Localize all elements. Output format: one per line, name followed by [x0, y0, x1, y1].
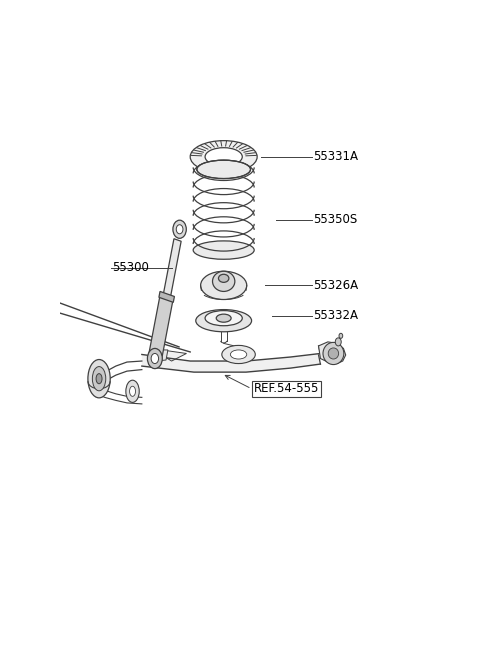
Text: 55331A: 55331A [313, 150, 358, 163]
Ellipse shape [197, 160, 251, 179]
Ellipse shape [328, 348, 338, 359]
Ellipse shape [205, 147, 242, 166]
Ellipse shape [126, 380, 139, 402]
Ellipse shape [218, 274, 229, 282]
Ellipse shape [176, 225, 183, 234]
Ellipse shape [190, 141, 257, 173]
Polygon shape [163, 238, 181, 298]
Ellipse shape [201, 271, 247, 299]
Ellipse shape [130, 386, 135, 396]
Polygon shape [319, 342, 346, 364]
Polygon shape [148, 295, 173, 361]
Text: 55332A: 55332A [313, 309, 358, 322]
Ellipse shape [193, 241, 254, 259]
Ellipse shape [222, 345, 255, 364]
Polygon shape [142, 354, 321, 372]
Ellipse shape [88, 360, 110, 398]
Text: 55300: 55300 [112, 261, 149, 274]
Ellipse shape [147, 348, 162, 369]
Ellipse shape [335, 338, 341, 346]
Text: REF.54-555: REF.54-555 [253, 383, 319, 395]
Ellipse shape [151, 354, 158, 364]
Ellipse shape [230, 350, 247, 359]
Ellipse shape [205, 310, 242, 326]
Text: 55326A: 55326A [313, 279, 358, 292]
Ellipse shape [339, 333, 343, 339]
Ellipse shape [213, 271, 235, 291]
Polygon shape [151, 350, 168, 361]
Polygon shape [159, 291, 174, 303]
Ellipse shape [196, 310, 252, 332]
Ellipse shape [323, 343, 344, 365]
Ellipse shape [96, 373, 102, 384]
Ellipse shape [173, 220, 186, 238]
Text: 55350S: 55350S [313, 214, 357, 227]
Polygon shape [151, 348, 186, 361]
Ellipse shape [216, 314, 231, 322]
Ellipse shape [92, 367, 106, 391]
